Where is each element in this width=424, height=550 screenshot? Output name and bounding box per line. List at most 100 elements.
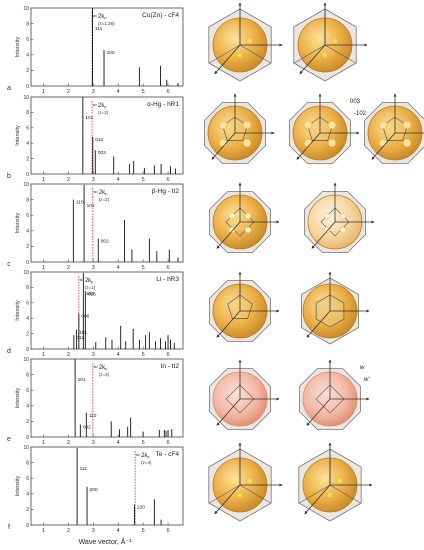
y-axis-label: Intensity bbox=[15, 300, 21, 321]
contact-spot bbox=[247, 478, 253, 484]
kf-z-label: (z=1) bbox=[85, 285, 96, 290]
contact-spot bbox=[378, 120, 388, 130]
y-tick-label: 10 bbox=[23, 270, 29, 276]
x-tick-label: 2 bbox=[67, 89, 70, 95]
contact-spot bbox=[327, 120, 337, 130]
y-tick-label: 0 bbox=[26, 435, 29, 441]
zone-illustration bbox=[293, 2, 368, 82]
x-tick-label: 1 bbox=[42, 89, 45, 95]
kf-z-label: (z=4) bbox=[141, 460, 152, 465]
y-tick-label: 8 bbox=[26, 21, 29, 27]
peak-label: 200 bbox=[90, 487, 98, 493]
x-tick-label: 3 bbox=[92, 528, 95, 534]
y-tick-label: 6 bbox=[26, 476, 29, 482]
x-tick-label: 2 bbox=[67, 177, 70, 183]
zone-face bbox=[320, 207, 350, 237]
panel-letter: c bbox=[7, 261, 11, 268]
axis-arrow bbox=[311, 221, 336, 249]
kf-z-label: (z=2) bbox=[98, 110, 109, 115]
axis-arrow bbox=[216, 310, 241, 338]
plot-frame bbox=[30, 358, 184, 438]
y-tick-label: 8 bbox=[26, 110, 29, 116]
zone-illustration: w w' bbox=[299, 359, 370, 430]
y-tick-label: 10 bbox=[23, 182, 29, 188]
y-axis-label: Intensity bbox=[15, 476, 21, 497]
peak-label: 101 bbox=[87, 203, 95, 209]
zone-face bbox=[225, 384, 255, 414]
y-tick-label: 0 bbox=[26, 84, 29, 90]
y-tick-label: 8 bbox=[26, 460, 29, 466]
contact-spot bbox=[242, 138, 252, 148]
x-tick-label: 6 bbox=[167, 89, 170, 95]
y-tick-label: 0 bbox=[26, 260, 29, 266]
peak-label: 110 bbox=[89, 413, 97, 419]
contact-spot bbox=[323, 226, 331, 234]
x-tick-label: 5 bbox=[142, 89, 145, 95]
y-tick-label: 4 bbox=[26, 316, 29, 322]
contact-spot bbox=[322, 52, 328, 58]
x-tick-label: 1 bbox=[42, 352, 45, 358]
contact-spot bbox=[237, 492, 243, 498]
zone-edge bbox=[209, 484, 241, 504]
y-tick-label: 10 bbox=[23, 95, 29, 101]
axis-arrow bbox=[216, 398, 241, 426]
y-tick-label: 2 bbox=[26, 507, 29, 513]
peak-label: 101 bbox=[85, 115, 93, 121]
x-tick-label: 5 bbox=[142, 177, 145, 183]
x-axis-label: Wave vector, Å⁻¹ bbox=[79, 537, 133, 546]
y-tick-label: 2 bbox=[26, 419, 29, 425]
zone-illustration bbox=[304, 182, 375, 253]
kf-label-subscript: F bbox=[104, 16, 107, 21]
zone-illustration bbox=[209, 271, 280, 342]
peak-label: 220 bbox=[137, 505, 145, 511]
x-tick-label: 4 bbox=[117, 352, 120, 358]
y-tick-label: 10 bbox=[23, 445, 29, 451]
y-tick-label: 0 bbox=[26, 172, 29, 178]
x-tick-label: 6 bbox=[167, 352, 170, 358]
contact-spot bbox=[327, 138, 337, 148]
plot-frame bbox=[30, 446, 184, 526]
x-tick-label: 4 bbox=[117, 177, 120, 183]
y-tick-label: 8 bbox=[26, 285, 29, 291]
x-tick-label: 3 bbox=[92, 89, 95, 95]
x-tick-label: 4 bbox=[117, 265, 120, 271]
x-tick-label: 3 bbox=[92, 352, 95, 358]
contact-spot bbox=[242, 120, 252, 130]
peak-label: 104 bbox=[86, 291, 94, 297]
x-tick-label: 6 bbox=[167, 528, 170, 534]
panel-letter: f bbox=[8, 524, 10, 531]
zone-edge bbox=[299, 484, 331, 504]
kf-label-subscript: F bbox=[91, 280, 94, 285]
y-tick-label: 4 bbox=[26, 53, 29, 59]
kf-label: 2kF bbox=[99, 365, 108, 372]
contact-spot bbox=[327, 492, 333, 498]
contact-spot bbox=[228, 212, 236, 220]
axis-arrow bbox=[296, 132, 321, 160]
chart-title: α-Hg - hR1 bbox=[147, 101, 179, 108]
chart-title: Cu(Zn) - cF4 bbox=[142, 12, 179, 19]
y-tick-label: 2 bbox=[26, 331, 29, 337]
y-tick-label: 6 bbox=[26, 37, 29, 43]
axis-arrow bbox=[214, 44, 241, 75]
panel-letter: a bbox=[7, 85, 11, 92]
y-tick-label: 4 bbox=[26, 141, 29, 147]
contact-spot bbox=[312, 38, 318, 44]
y-tick-label: 8 bbox=[26, 197, 29, 203]
x-tick-label: 3 bbox=[92, 265, 95, 271]
peak-label: 012 bbox=[76, 335, 84, 341]
chart-title: β-Hg - tI2 bbox=[152, 188, 180, 195]
contact-spot bbox=[332, 38, 338, 44]
axis-arrow bbox=[306, 398, 331, 426]
x-tick-label: 5 bbox=[142, 352, 145, 358]
x-tick-label: 2 bbox=[67, 265, 70, 271]
y-axis-label: Intensity bbox=[15, 125, 21, 146]
panel-letter: e bbox=[7, 436, 11, 443]
zone-illustration bbox=[298, 442, 373, 522]
